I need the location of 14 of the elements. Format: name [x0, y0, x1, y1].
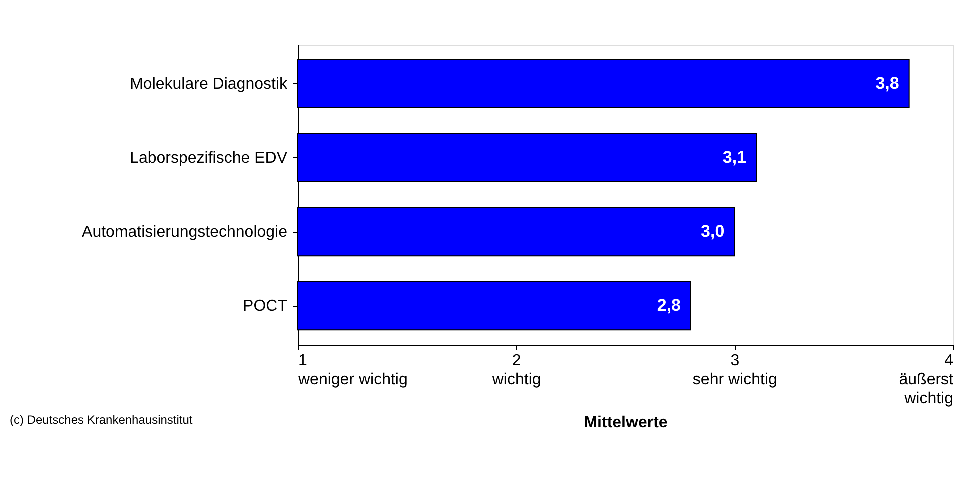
text: (c) Deutsches Krankenhausinstitut	[10, 413, 194, 427]
y-tick-label: POCT	[243, 298, 288, 316]
x-tick-label: 4 äußerst wichtig	[899, 352, 954, 408]
x-tick-label: 2 wichtig	[491, 352, 542, 388]
y-tick-label: Laborspezifische EDV	[130, 150, 288, 167]
y-tick-label: Molekulare Diagnostik	[130, 76, 288, 93]
x-axis-title: Mittelwerte	[584, 414, 668, 432]
data-label: 2,8	[657, 296, 681, 316]
data-label: 3,8	[876, 74, 900, 93]
x-tick-label: 3 sehr wichtig	[692, 352, 778, 388]
data-label: 3,0	[701, 222, 725, 242]
y-tick-label: Automatisierungstechnologie	[82, 224, 288, 242]
data-label: 3,1	[722, 148, 746, 167]
x-tick-label: 1 weniger wichtig	[298, 352, 408, 388]
